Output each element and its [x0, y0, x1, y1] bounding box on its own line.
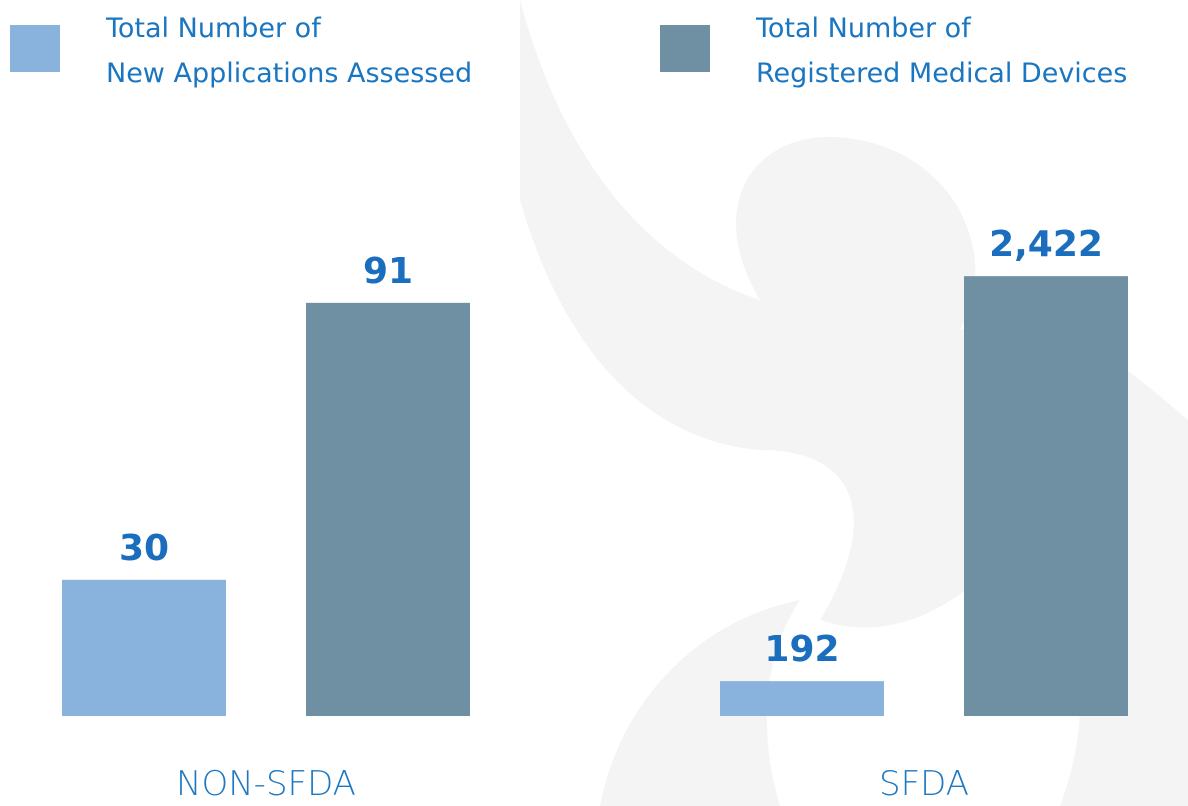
value-label: 91	[363, 251, 413, 292]
value-label: 30	[119, 528, 169, 569]
background-decoration	[520, 0, 1188, 806]
legend-swatch	[10, 25, 60, 72]
legend-text: Total Number of Registered Medical Devic…	[756, 13, 1128, 89]
bar	[62, 579, 226, 716]
bar	[964, 276, 1128, 716]
value-label: 2,422	[989, 224, 1103, 265]
legend-text: Total Number of New Applications Assesse…	[106, 13, 473, 89]
bar	[720, 681, 884, 716]
bar	[306, 302, 470, 716]
legend-swatch	[660, 25, 710, 72]
category-label: NON-SFDA	[176, 764, 356, 804]
category-label: SFDA	[879, 764, 969, 804]
value-label: 192	[764, 629, 839, 670]
